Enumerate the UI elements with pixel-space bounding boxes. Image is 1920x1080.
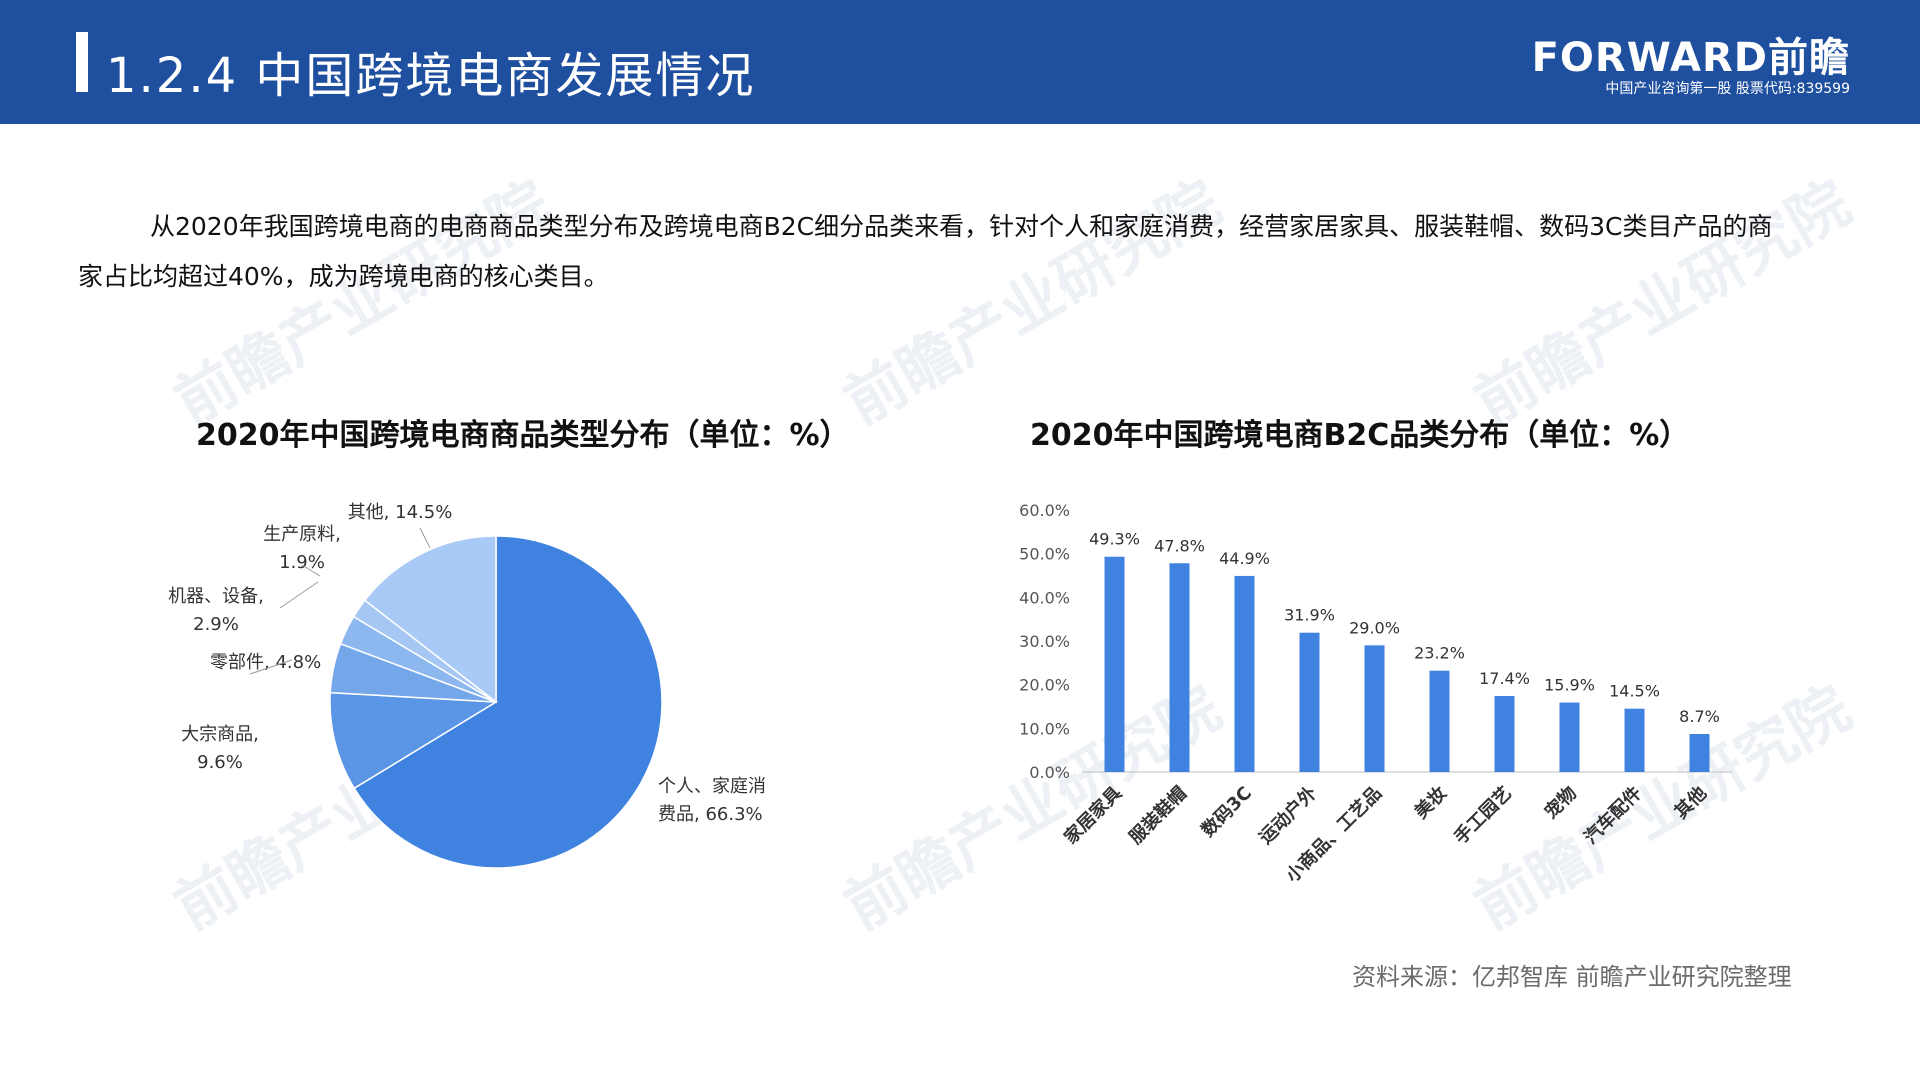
pie-slice <box>329 691 499 790</box>
pie-slice-label: 其他, 14.5% <box>348 502 453 523</box>
page-title: 1.2.4 中国跨境电商发展情况 <box>106 48 756 104</box>
bar <box>1429 670 1450 772</box>
y-tick-label: 50.0% <box>1019 545 1070 564</box>
x-tick-label: 运动户外 <box>1255 782 1321 848</box>
bar-value-label: 14.5% <box>1609 682 1660 701</box>
pie-slice <box>363 535 497 704</box>
pie-leader-line <box>249 659 293 675</box>
bar-chart: 0.0% 10.0% 20.0% 30.0% 40.0% 50.0% 60.0% 49.3% 家… <box>1019 501 1732 887</box>
pie-chart: 个人、家庭消费品, 66.3% 大宗商品, 9.6% 零部件, 4.8% 机器、设备, 2… <box>168 502 766 869</box>
pie-slice-label: 大宗商品, 9.6% <box>181 724 259 773</box>
x-tick-label: 美妆 <box>1410 782 1451 823</box>
pie-leader-line <box>301 564 321 577</box>
bar <box>1169 563 1190 772</box>
x-tick-label: 宠物 <box>1540 782 1581 823</box>
bar <box>1624 708 1645 772</box>
bar <box>1104 556 1125 772</box>
title-accent-bar <box>76 32 88 92</box>
brand-logo: FORWARD前瞻 中国产业咨询第一股 股票代码:839599 <box>1532 36 1850 98</box>
brand-name: FORWARD前瞻 <box>1531 35 1850 81</box>
bar-value-label: 17.4% <box>1479 669 1530 688</box>
bar <box>1559 702 1580 772</box>
bar <box>1494 696 1515 772</box>
y-tick-label: 0.0% <box>1029 763 1070 782</box>
x-tick-label: 数码3C <box>1197 782 1256 841</box>
y-tick-label: 20.0% <box>1019 676 1070 695</box>
pie-chart-title: 2020年中国跨境电商商品类型分布（单位：%） <box>196 418 850 453</box>
pie-slice <box>353 535 663 869</box>
y-tick-label: 30.0% <box>1019 632 1070 651</box>
x-tick-label: 服装鞋帽 <box>1125 782 1191 848</box>
bar-value-label: 8.7% <box>1679 707 1720 726</box>
x-tick-label: 手工园艺 <box>1450 782 1516 848</box>
bar <box>1689 734 1710 772</box>
bar <box>1364 645 1385 772</box>
pie-leader-line <box>419 527 431 549</box>
pie-slice-label: 零部件, 4.8% <box>210 652 321 673</box>
header-bar: 1.2.4 中国跨境电商发展情况 FORWARD前瞻 中国产业咨询第一股 股票代… <box>0 0 1920 124</box>
bar <box>1234 575 1255 772</box>
bar-value-label: 31.9% <box>1284 606 1335 625</box>
x-tick-label: 家居家具 <box>1060 782 1126 848</box>
intro-paragraph: 从2020年我国跨境电商的电商商品类型分布及跨境电商B2C细分品类来看，针对个人… <box>78 212 1773 291</box>
x-tick-label: 汽车配件 <box>1580 782 1646 848</box>
pie-slice-label: 生产原料, 1.9% <box>263 524 341 573</box>
bar-value-label: 49.3% <box>1089 530 1140 549</box>
bar-chart-title: 2020年中国跨境电商B2C品类分布（单位：%） <box>1030 418 1690 453</box>
pie-slice-label: 机器、设备, 2.9% <box>168 586 264 635</box>
y-tick-label: 40.0% <box>1019 588 1070 607</box>
x-tick-label: 其他 <box>1670 782 1711 823</box>
bar-value-label: 44.9% <box>1219 549 1270 568</box>
brand-tagline: 中国产业咨询第一股 股票代码:839599 <box>1605 81 1850 97</box>
bar-value-label: 23.2% <box>1414 644 1465 663</box>
y-tick-label: 60.0% <box>1019 501 1070 520</box>
source-note: 资料来源：亿邦智库 前瞻产业研究院整理 <box>1352 963 1792 991</box>
pie-leader-line <box>279 581 319 609</box>
bar-value-label: 47.8% <box>1154 536 1205 555</box>
bar <box>1299 632 1320 772</box>
bar-value-label: 29.0% <box>1349 618 1400 637</box>
pie-slice-label: 个人、家庭消费品, 66.3% <box>658 776 766 825</box>
bar-value-label: 15.9% <box>1544 676 1595 695</box>
y-tick-label: 10.0% <box>1019 719 1070 738</box>
